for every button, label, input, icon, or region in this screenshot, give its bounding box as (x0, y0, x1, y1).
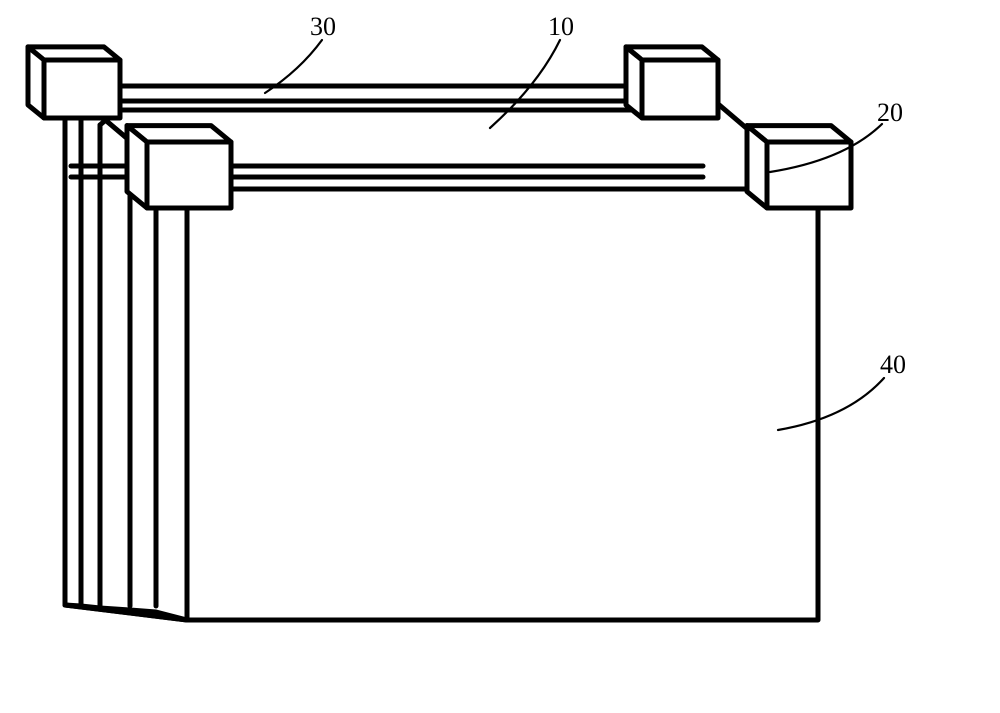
callout-label-40: 40 (880, 350, 906, 380)
technical-diagram (0, 0, 1000, 713)
callout-label-20: 20 (877, 98, 903, 128)
callout-label-10: 10 (548, 12, 574, 42)
callout-label-30: 30 (310, 12, 336, 42)
